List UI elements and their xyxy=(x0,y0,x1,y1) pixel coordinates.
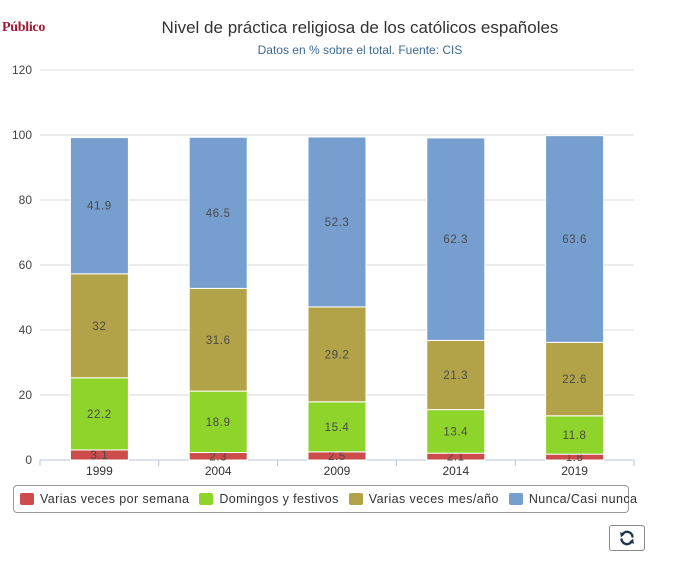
data-label: 2.5 xyxy=(328,451,346,463)
legend-item[interactable]: Domingos y festivos xyxy=(199,492,338,506)
legend-label: Varias veces por semana xyxy=(40,492,190,506)
data-label: 62.3 xyxy=(443,234,468,246)
data-label: 22.6 xyxy=(562,374,587,386)
y-tick-label: 100 xyxy=(12,128,32,142)
data-label: 2.3 xyxy=(209,451,227,463)
data-label: 1.8 xyxy=(566,452,584,464)
data-label: 29.2 xyxy=(325,349,350,361)
brand-logo: Público xyxy=(2,20,46,35)
x-tick-label: 2019 xyxy=(561,464,588,478)
bar-segment xyxy=(545,135,605,343)
legend-label: Nunca/Casi nunca xyxy=(528,492,638,506)
bar-segment xyxy=(545,341,605,417)
bar-segment xyxy=(188,287,248,392)
legend-item[interactable]: Varias veces mes/año xyxy=(348,492,499,506)
bar-segment xyxy=(307,136,367,308)
bar-segment xyxy=(307,401,367,453)
legend-swatch xyxy=(508,493,523,505)
bar-segment xyxy=(69,273,129,379)
data-label: 46.5 xyxy=(206,208,231,220)
chart-legend: Varias veces por semana Domingos y festiv… xyxy=(13,485,637,513)
data-label: 31.6 xyxy=(206,335,231,347)
bar-segment xyxy=(188,136,248,289)
bar-segment xyxy=(426,409,486,454)
bar-segment xyxy=(69,377,129,451)
data-label: 3.1 xyxy=(91,450,109,462)
legend-swatch xyxy=(348,493,363,505)
y-tick-label: 60 xyxy=(19,258,33,272)
bar-segment xyxy=(545,415,605,455)
y-tick-label: 20 xyxy=(19,388,33,402)
chart-title: Nivel de práctica religiosa de los catól… xyxy=(161,18,559,37)
legend-item[interactable]: Nunca/Casi nunca xyxy=(508,492,638,506)
x-tick-label: 2009 xyxy=(324,464,351,478)
data-label: 18.9 xyxy=(206,417,231,429)
x-tick-label: 2014 xyxy=(442,464,469,478)
chart-subtitle: Datos en % sobre el total. Fuente: CIS xyxy=(257,43,463,57)
y-tick-label: 120 xyxy=(12,63,32,77)
x-tick-label: 2004 xyxy=(205,464,232,478)
legend-label: Domingos y festivos xyxy=(219,492,339,506)
legend-label: Varias veces mes/año xyxy=(368,492,499,506)
y-tick-label: 40 xyxy=(19,323,33,337)
legend-swatch xyxy=(199,493,214,505)
data-label: 13.4 xyxy=(443,426,468,438)
data-label: 11.8 xyxy=(563,430,587,442)
bar-segment xyxy=(307,306,367,403)
data-label: 15.4 xyxy=(325,422,350,434)
chart-plot: 0 20 40 60 80 100 120 3.1 22.2 32 41.9 1999 2.3 18.9 3… xyxy=(12,63,635,478)
bar-segment xyxy=(426,137,486,341)
x-tick-label: 1999 xyxy=(86,464,113,478)
data-label: 52.3 xyxy=(325,217,350,229)
legend-swatch xyxy=(20,493,34,505)
data-label: 2.1 xyxy=(447,452,465,464)
data-label: 41.9 xyxy=(87,201,112,213)
data-label: 22.2 xyxy=(87,409,112,421)
y-tick-label: 0 xyxy=(25,453,32,467)
bar-segment xyxy=(188,390,248,454)
legend-item[interactable]: Varias veces por semana xyxy=(20,492,189,506)
y-tick-label: 80 xyxy=(19,193,33,207)
bar-segment xyxy=(69,137,129,275)
refresh-icon xyxy=(620,530,634,546)
data-label: 63.6 xyxy=(562,234,587,246)
bar-segment xyxy=(426,339,486,411)
data-label: 32 xyxy=(92,321,106,333)
data-label: 21.3 xyxy=(443,370,468,382)
refresh-button[interactable] xyxy=(609,525,645,551)
